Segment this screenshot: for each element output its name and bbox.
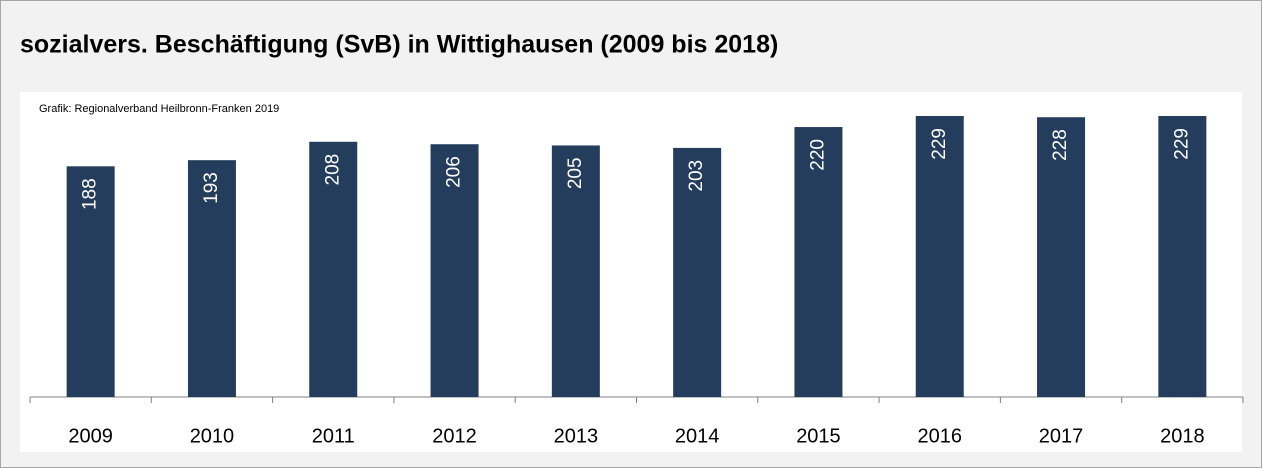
chart-title: sozialvers. Beschäftigung (SvB) in Witti… (20, 31, 778, 59)
x-tick-label: 2017 (1039, 425, 1084, 447)
bar (187, 160, 236, 397)
data-label: 229 (929, 128, 950, 160)
data-label: 205 (565, 157, 586, 189)
data-label: 228 (1050, 129, 1071, 161)
data-label: 188 (80, 178, 101, 210)
data-label: 206 (444, 156, 465, 188)
data-label: 203 (686, 160, 707, 192)
bar (915, 116, 964, 397)
x-tick-label: 2009 (68, 425, 113, 447)
data-label: 208 (322, 154, 343, 186)
bar (309, 141, 358, 397)
bar (551, 145, 600, 397)
chart-subtitle: Grafik: Regionalverband Heilbronn-Franke… (39, 103, 279, 115)
bar (430, 144, 479, 397)
bar (66, 166, 115, 397)
x-tick-label: 2010 (190, 425, 235, 447)
x-tick-label: 2011 (312, 425, 355, 447)
data-label: 229 (1171, 128, 1192, 160)
x-tick-label: 2013 (554, 425, 599, 447)
bar (794, 127, 843, 397)
data-label: 220 (807, 139, 828, 171)
x-tick-label: 2015 (796, 425, 841, 447)
bar (1037, 117, 1086, 397)
bar (1158, 116, 1207, 397)
x-tick-label: 2016 (918, 425, 963, 447)
bar (673, 147, 722, 397)
x-tick-label: 2014 (675, 425, 720, 447)
x-tick-label: 2018 (1160, 425, 1205, 447)
data-label: 193 (201, 172, 222, 204)
x-tick-label: 2012 (432, 425, 477, 447)
